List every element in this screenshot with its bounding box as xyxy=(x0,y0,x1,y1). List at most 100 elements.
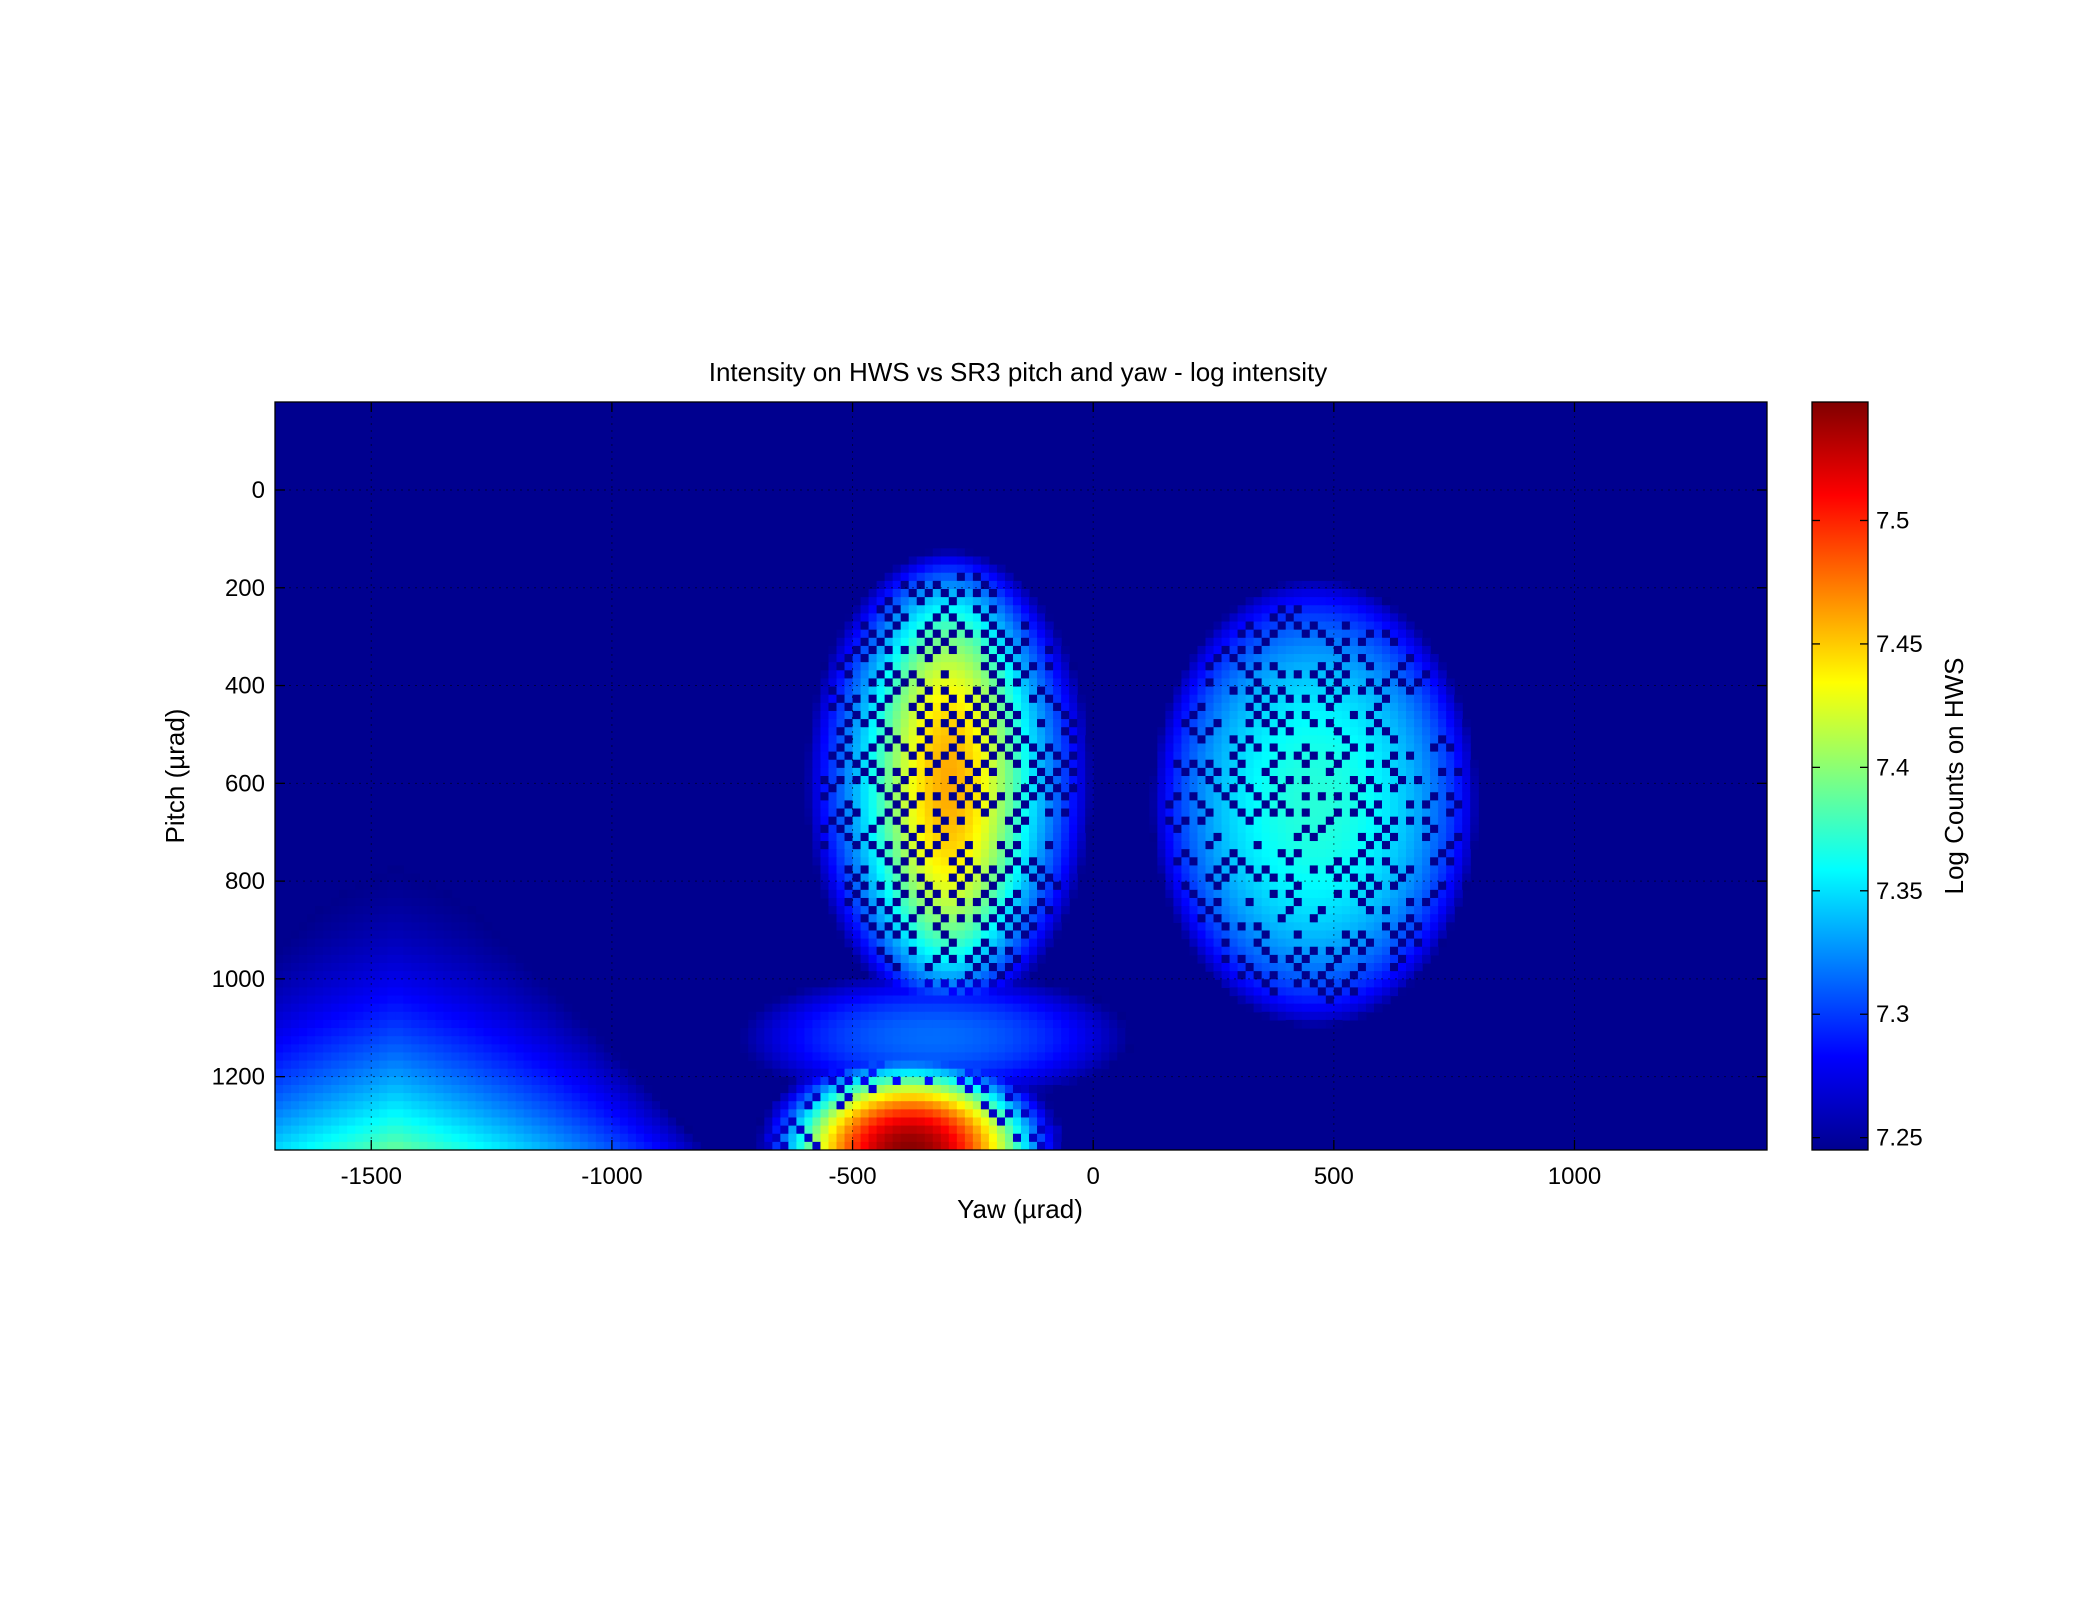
heatmap-cell xyxy=(1414,702,1423,712)
heatmap-cell xyxy=(427,1060,437,1070)
heatmap-cell xyxy=(1269,710,1279,720)
heatmap-cell xyxy=(1389,759,1399,769)
heatmap-cell xyxy=(1365,792,1375,801)
heatmap-cell xyxy=(844,637,854,647)
heatmap-cell xyxy=(435,1109,445,1119)
heatmap-cell xyxy=(1012,1028,1022,1037)
heatmap-cell xyxy=(884,954,894,964)
heatmap-cell xyxy=(860,954,870,964)
heatmap-cell xyxy=(307,987,316,997)
heatmap-cell xyxy=(1422,889,1431,899)
heatmap-cell xyxy=(467,971,477,980)
heatmap-cell xyxy=(1446,873,1455,883)
heatmap-cell xyxy=(1245,800,1255,810)
heatmap-cell xyxy=(1341,906,1351,915)
heatmap-cell xyxy=(1357,800,1367,810)
heatmap-cell xyxy=(964,1060,974,1070)
heatmap-cell xyxy=(1021,637,1030,647)
heatmap-cell xyxy=(1325,621,1335,631)
heatmap-cell xyxy=(868,800,878,810)
heatmap-cell xyxy=(419,906,429,915)
heatmap-cell xyxy=(1381,605,1391,614)
heatmap-cell xyxy=(972,808,982,818)
heatmap-cell xyxy=(1357,702,1367,712)
heatmap-cell xyxy=(435,1060,445,1070)
heatmap-cell xyxy=(860,645,870,655)
heatmap-cell xyxy=(1373,897,1383,907)
heatmap-cell xyxy=(1373,832,1383,842)
heatmap-cell xyxy=(1365,613,1375,623)
heatmap-cell xyxy=(1301,670,1311,680)
heatmap-cell xyxy=(1301,995,1311,1005)
heatmap-cell xyxy=(283,1093,292,1102)
heatmap-cell xyxy=(1021,605,1030,614)
heatmap-cell xyxy=(828,686,838,696)
heatmap-cell xyxy=(1470,784,1479,793)
heatmap-cell xyxy=(411,1011,420,1021)
heatmap-cell xyxy=(980,710,990,720)
heatmap-cell xyxy=(1012,922,1022,932)
heatmap-cell xyxy=(427,1019,437,1029)
heatmap-cell xyxy=(1285,897,1295,907)
heatmap-cell xyxy=(988,637,998,647)
heatmap-cell xyxy=(1285,914,1295,923)
heatmap-cell xyxy=(1157,776,1166,785)
heatmap-cell xyxy=(884,849,894,858)
heatmap-cell xyxy=(1061,832,1070,842)
heatmap-cell xyxy=(1245,865,1255,875)
heatmap-cell xyxy=(1301,694,1311,704)
heatmap-cell xyxy=(1406,751,1415,761)
heatmap-cell xyxy=(1157,792,1166,801)
heatmap-cell xyxy=(1277,792,1287,801)
heatmap-cell xyxy=(347,1052,356,1062)
heatmap-cell xyxy=(1101,1011,1110,1021)
heatmap-cell xyxy=(812,816,822,826)
heatmap-cell xyxy=(1325,735,1335,745)
heatmap-cell xyxy=(1438,719,1447,728)
heatmap-cell xyxy=(395,889,404,899)
heatmap-cell xyxy=(980,808,990,818)
heatmap-cell xyxy=(1333,1003,1343,1013)
heatmap-cell xyxy=(836,1036,846,1045)
heatmap-cell xyxy=(1205,776,1215,785)
heatmap-cell xyxy=(1430,776,1439,785)
heatmap-cell xyxy=(1021,1060,1030,1070)
heatmap-cell xyxy=(299,971,308,980)
heatmap-cell xyxy=(924,556,934,566)
heatmap-cell xyxy=(828,857,838,867)
heatmap-cell xyxy=(1309,808,1319,818)
heatmap-cell xyxy=(892,670,902,680)
heatmap-cell xyxy=(435,1036,445,1045)
heatmap-cell xyxy=(339,963,348,972)
heatmap-cell xyxy=(587,1028,597,1037)
heatmap-cell xyxy=(972,954,982,964)
heatmap-cell xyxy=(940,897,950,907)
heatmap-cell xyxy=(1189,751,1199,761)
heatmap-cell xyxy=(403,922,412,932)
heatmap-cell xyxy=(940,662,950,671)
heatmap-cell xyxy=(1317,873,1327,883)
heatmap-cell xyxy=(852,759,862,769)
heatmap-cell xyxy=(1037,808,1046,818)
heatmap-cell xyxy=(988,1068,998,1078)
heatmap-cell xyxy=(876,824,886,834)
heatmap-cell xyxy=(972,1036,982,1045)
heatmap-cell xyxy=(876,589,886,598)
heatmap-cell xyxy=(395,1011,404,1021)
heatmap-cell xyxy=(924,589,934,598)
heatmap-cell xyxy=(1173,849,1183,858)
heatmap-cell xyxy=(1037,1084,1046,1094)
heatmap-cell xyxy=(1309,719,1319,728)
heatmap-cell xyxy=(892,1019,902,1029)
heatmap-cell xyxy=(1069,719,1078,728)
heatmap-cell xyxy=(1205,686,1215,696)
heatmap-cell xyxy=(916,857,926,867)
heatmap-cell xyxy=(908,670,918,680)
heatmap-cell xyxy=(948,889,958,899)
heatmap-cell xyxy=(1454,784,1463,793)
heatmap-cell xyxy=(483,1028,493,1037)
heatmap-cell xyxy=(347,1003,356,1013)
heatmap-cell xyxy=(579,1036,589,1045)
heatmap-cell xyxy=(908,857,918,867)
heatmap-cell xyxy=(1221,645,1231,655)
